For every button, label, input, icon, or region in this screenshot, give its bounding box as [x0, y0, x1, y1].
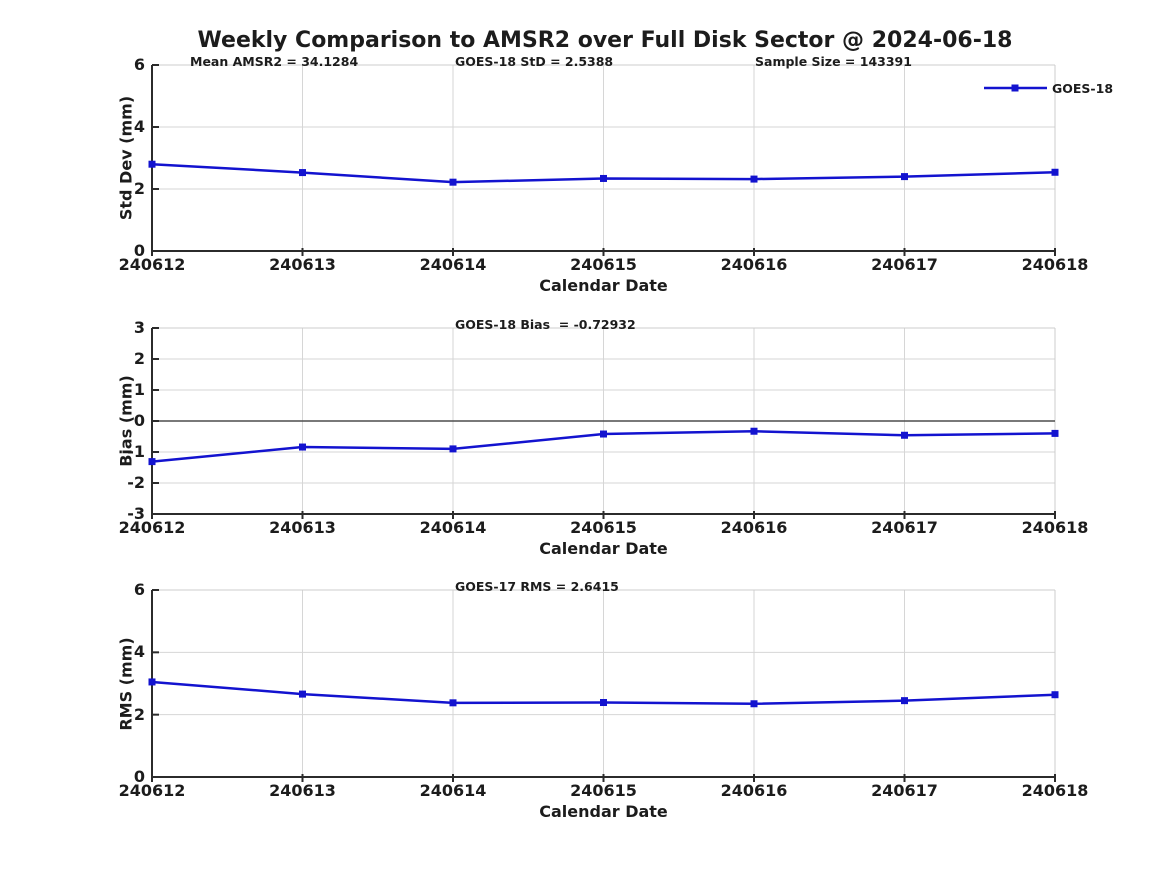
- y-tick-label: -2: [127, 473, 145, 492]
- y-tick-label: 3: [133, 318, 145, 337]
- x-tick-label: 240616: [720, 255, 788, 274]
- x-tick-label: 240618: [1021, 781, 1089, 800]
- y-tick-label: 6: [133, 580, 145, 599]
- x-tick-label: 240617: [871, 255, 938, 274]
- annotation-goes18-bias: GOES-18 Bias = -0.72932: [455, 317, 636, 332]
- y-tick-label: 0: [133, 241, 145, 260]
- x-tick-label: 240612: [118, 781, 186, 800]
- x-tick-label: 240614: [419, 781, 487, 800]
- x-tick-label: 240617: [871, 781, 938, 800]
- ylabel-std-dev: Std Dev (mm): [116, 95, 136, 221]
- legend-line-marker-icon: [984, 84, 1047, 92]
- xlabel-calendar-date-bottom: Calendar Date: [539, 802, 668, 821]
- y-tick-label: 1: [133, 380, 145, 399]
- y-tick-label: -1: [127, 442, 145, 461]
- chart-title: Weekly Comparison to AMSR2 over Full Dis…: [197, 28, 1013, 53]
- x-tick-label: 240616: [720, 518, 788, 537]
- x-tick-label: 240618: [1021, 255, 1089, 274]
- x-tick-label: 240615: [570, 781, 637, 800]
- x-tick-label: 240612: [118, 518, 186, 537]
- y-tick-label: 2: [133, 704, 145, 724]
- x-tick-label: 240613: [269, 781, 336, 800]
- x-tick-label: 240616: [720, 781, 788, 800]
- x-tick-label: 240614: [419, 518, 487, 537]
- x-tick-label: 240613: [269, 255, 336, 274]
- annotation-mean-amsr2: Mean AMSR2 = 34.1284: [190, 54, 359, 69]
- x-tick-label: 240613: [269, 518, 336, 537]
- x-tick-label: 240614: [419, 255, 487, 274]
- y-tick-label: 6: [133, 55, 145, 74]
- annotation-goes18-std: GOES-18 StD = 2.5388: [455, 54, 614, 69]
- y-tick-label: 0: [133, 411, 145, 430]
- y-tick-label: -3: [127, 504, 145, 523]
- annotation-sample-size: Sample Size = 143391: [755, 54, 912, 69]
- y-tick-label: 4: [133, 642, 145, 662]
- xlabel-calendar-date-middle: Calendar Date: [539, 539, 668, 558]
- y-tick-label: 2: [133, 179, 145, 198]
- xlabel-calendar-date-top: Calendar Date: [539, 276, 668, 295]
- y-tick-label: 2: [133, 349, 145, 368]
- y-tick-label: 4: [133, 117, 145, 136]
- annotation-goes17-rms: GOES-17 RMS = 2.6415: [455, 579, 619, 594]
- x-tick-label: 240612: [118, 255, 186, 274]
- x-tick-label: 240615: [570, 255, 637, 274]
- legend: GOES-18: [984, 80, 1113, 96]
- x-tick-label: 240618: [1021, 518, 1089, 537]
- x-tick-label: 240617: [871, 518, 938, 537]
- y-tick-label: 0: [133, 767, 145, 786]
- x-tick-label: 240615: [570, 518, 637, 537]
- legend-label: GOES-18: [1052, 80, 1114, 96]
